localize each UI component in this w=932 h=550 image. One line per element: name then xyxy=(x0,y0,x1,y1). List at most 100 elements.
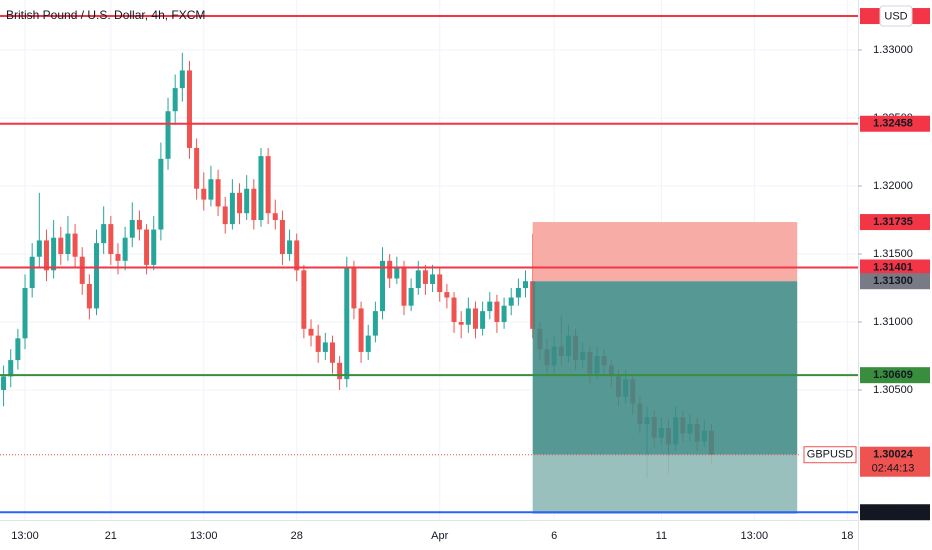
candle-body xyxy=(36,240,42,257)
x-tick-label: 13:00 xyxy=(11,530,39,542)
candle-body xyxy=(351,267,357,309)
y-tick-label: 1.33000 xyxy=(873,44,913,56)
candle-body xyxy=(208,179,214,200)
candle-body xyxy=(408,288,414,306)
level-tag-label: 1.31401 xyxy=(873,261,913,273)
x-tick-label: 28 xyxy=(291,530,303,542)
candle-body xyxy=(487,301,493,312)
candle-body xyxy=(380,260,386,312)
y-tick-label: 1.30500 xyxy=(873,384,913,396)
candle-body xyxy=(115,254,121,261)
candle-body xyxy=(15,338,21,361)
candle-body xyxy=(372,311,378,336)
candle-body xyxy=(322,342,328,352)
candle-body xyxy=(430,274,436,284)
candle-body xyxy=(108,224,114,255)
candle-body xyxy=(515,288,521,298)
symbol-tag xyxy=(803,446,857,464)
candle-body xyxy=(229,192,235,225)
y-tick-label: 1.31500 xyxy=(873,248,913,260)
candle-body xyxy=(422,270,428,284)
candle-body xyxy=(265,156,271,214)
x-tick-label: 13:00 xyxy=(190,530,218,542)
stop-tag xyxy=(860,214,930,231)
candle-body xyxy=(72,233,78,257)
candle-body xyxy=(294,240,300,271)
stop-tag-label: 1.31735 xyxy=(873,216,913,228)
level-tag-label: 1.32458 xyxy=(873,118,913,130)
candle-body xyxy=(122,237,128,261)
candle-body xyxy=(394,267,400,279)
candle-body xyxy=(472,308,478,329)
candle-body xyxy=(458,322,464,325)
candle-body xyxy=(508,297,514,306)
x-tick-label: 13:00 xyxy=(741,530,769,542)
candle-body xyxy=(151,229,157,265)
symbol-label: GBPUSD xyxy=(807,449,854,461)
candle-body xyxy=(101,224,107,244)
candle-body xyxy=(415,270,421,289)
stop-zone xyxy=(532,222,798,282)
candle-body xyxy=(444,292,450,298)
entry-tag-label: 1.31300 xyxy=(873,275,913,287)
candle-body xyxy=(523,281,529,289)
candle-body xyxy=(237,192,243,214)
candle-body xyxy=(129,220,135,238)
candle-body xyxy=(201,188,207,200)
candle-body xyxy=(244,188,250,214)
candle-body xyxy=(29,256,35,289)
target-zone xyxy=(532,454,798,514)
last-price-tag xyxy=(860,446,930,477)
x-tick-label: 11 xyxy=(656,530,667,542)
candle-body xyxy=(22,288,28,339)
candle-body xyxy=(51,237,57,271)
candle-body xyxy=(437,274,443,293)
candle-body xyxy=(365,335,371,352)
currency-button[interactable] xyxy=(879,5,913,27)
x-tick-label: 21 xyxy=(105,530,117,542)
candle-body xyxy=(465,308,471,325)
candle-body xyxy=(215,179,221,207)
candle-body xyxy=(501,305,507,323)
candle-body xyxy=(158,158,164,230)
candle-body xyxy=(65,233,71,255)
candle-body xyxy=(8,360,14,377)
candle-body xyxy=(1,376,7,390)
candle-body xyxy=(79,256,85,284)
candle-body xyxy=(194,147,200,189)
last-price-label: 1.30024 xyxy=(873,449,914,461)
candle-body xyxy=(344,267,350,380)
candle-body xyxy=(387,260,393,279)
candle-body xyxy=(222,206,228,225)
level-tag xyxy=(860,504,930,521)
y-tick-label: 1.32000 xyxy=(873,180,913,192)
level-tag xyxy=(860,259,930,276)
y-tick-label: 1.31000 xyxy=(873,316,913,328)
candle-body xyxy=(272,213,278,221)
x-tick-label: 6 xyxy=(551,530,557,542)
candle-body xyxy=(165,111,171,159)
level-tag xyxy=(860,115,930,132)
candle-body xyxy=(179,70,185,89)
currency-label[interactable]: USD xyxy=(884,10,907,22)
candle-body xyxy=(251,188,257,221)
candle-body xyxy=(58,237,64,255)
candle-body xyxy=(301,270,307,329)
profit-zone xyxy=(532,281,798,455)
candle-body xyxy=(43,240,49,271)
candle-body xyxy=(494,301,500,323)
candle-body xyxy=(401,267,407,306)
x-tick-label: Apr xyxy=(431,530,448,542)
candle-body xyxy=(186,70,192,148)
x-tick-label: 18 xyxy=(841,530,853,542)
candle-body xyxy=(172,88,178,112)
level-tag xyxy=(860,367,930,384)
level-tag-label: 1.30609 xyxy=(873,369,913,381)
chart-title: British Pound / U.S. Dollar, 4h, FXCM xyxy=(6,8,205,22)
candle-body xyxy=(308,328,314,336)
candle-body xyxy=(329,342,335,363)
candle-body xyxy=(258,156,264,221)
candle-body xyxy=(451,297,457,323)
candle-body xyxy=(287,240,293,255)
